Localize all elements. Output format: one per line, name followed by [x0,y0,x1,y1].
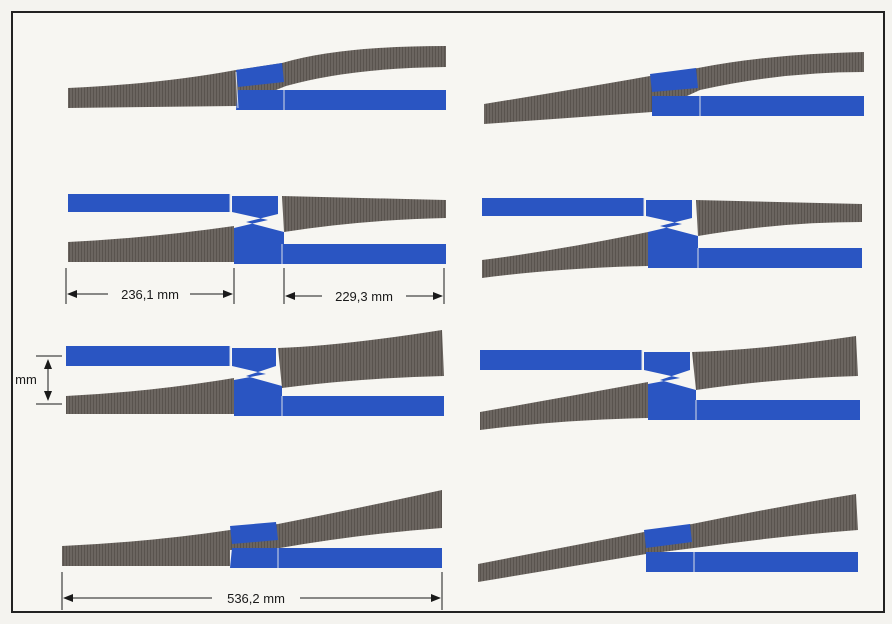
dimension-left-label: 236,1 mm [121,287,179,302]
dimension-total-label: 536,2 mm [227,591,285,606]
dimension-spacing-label: mm [15,372,37,387]
dimension-right-label: 229,3 mm [335,289,393,304]
